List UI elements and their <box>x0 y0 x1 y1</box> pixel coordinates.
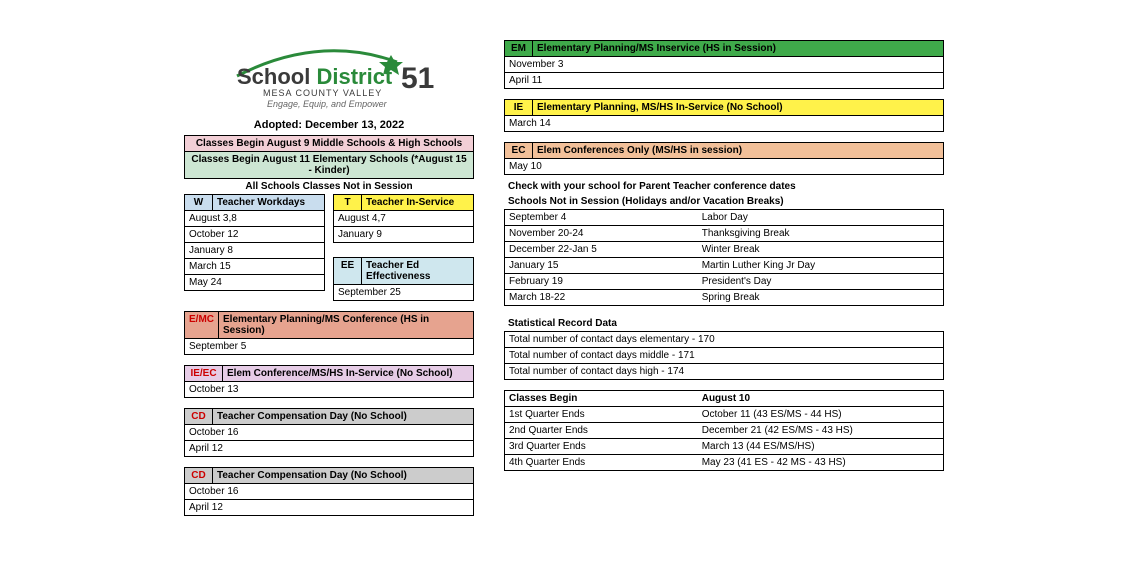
adopted-date: Adopted: December 13, 2022 <box>184 119 474 131</box>
svg-text:MESA COUNTY VALLEY: MESA COUNTY VALLEY <box>263 88 382 98</box>
w-row: August 3,8 <box>184 211 325 227</box>
svg-text:School District: School District <box>237 64 393 89</box>
cd1-row: April 12 <box>184 441 474 457</box>
ie-row: March 14 <box>504 116 944 132</box>
w-row: January 8 <box>184 243 325 259</box>
w-row: October 12 <box>184 227 325 243</box>
classes-begin-mshs: Classes Begin August 9 Middle Schools & … <box>184 135 474 152</box>
emc-header: E/MC Elementary Planning/MS Conference (… <box>184 311 474 339</box>
not-in-session-header: All Schools Classes Not in Session <box>184 179 474 194</box>
stats-row: Total number of contact days elementary … <box>504 331 944 348</box>
ec-row: May 10 <box>504 159 944 175</box>
w-row: March 15 <box>184 259 325 275</box>
stats-row: Total number of contact days high - 174 <box>504 364 944 380</box>
stats-row: Total number of contact days middle - 17… <box>504 348 944 364</box>
em-row: November 3 <box>504 57 944 73</box>
ptc-note: Check with your school for Parent Teache… <box>504 179 944 194</box>
ieec-row: October 13 <box>184 382 474 398</box>
quarters-header-b: August 10 <box>698 391 943 406</box>
t-row: August 4,7 <box>333 211 474 227</box>
t-row: January 9 <box>333 227 474 243</box>
em-header: EM Elementary Planning/MS Inservice (HS … <box>504 40 944 57</box>
cd2-header: CD Teacher Compensation Day (No School) <box>184 467 474 484</box>
right-column: EM Elementary Planning/MS Inservice (HS … <box>504 40 944 516</box>
ie-header: IE Elementary Planning, MS/HS In-Service… <box>504 99 944 116</box>
logo: School District 51 MESA COUNTY VALLEY En… <box>184 40 474 113</box>
w-header: W Teacher Workdays <box>184 194 325 211</box>
stats-header: Statistical Record Data <box>504 316 944 331</box>
emc-row: September 5 <box>184 339 474 355</box>
svg-text:51: 51 <box>401 62 434 95</box>
quarters-table: Classes Begin August 10 1st Quarter Ends… <box>504 390 944 471</box>
cd1-row: October 16 <box>184 425 474 441</box>
cd2-row: April 12 <box>184 500 474 516</box>
holidays-header: Schools Not in Session (Holidays and/or … <box>504 194 944 209</box>
t-header: T Teacher In-Service <box>333 194 474 211</box>
w-row: May 24 <box>184 275 325 291</box>
cd1-header: CD Teacher Compensation Day (No School) <box>184 408 474 425</box>
classes-begin-elem: Classes Begin August 11 Elementary Schoo… <box>184 152 474 179</box>
ieec-header: IE/EC Elem Conference/MS/HS In-Service (… <box>184 365 474 382</box>
left-column: School District 51 MESA COUNTY VALLEY En… <box>184 40 474 516</box>
em-row: April 11 <box>504 73 944 89</box>
ee-header: EE Teacher Ed Effectiveness <box>333 257 474 285</box>
cd2-row: October 16 <box>184 484 474 500</box>
quarters-header-a: Classes Begin <box>505 391 698 406</box>
holidays-table: September 4Labor Day November 20-24Thank… <box>504 209 944 306</box>
ec-header: EC Elem Conferences Only (MS/HS in sessi… <box>504 142 944 159</box>
ee-row: September 25 <box>333 285 474 301</box>
svg-text:Engage, Equip, and Empower: Engage, Equip, and Empower <box>267 99 388 109</box>
